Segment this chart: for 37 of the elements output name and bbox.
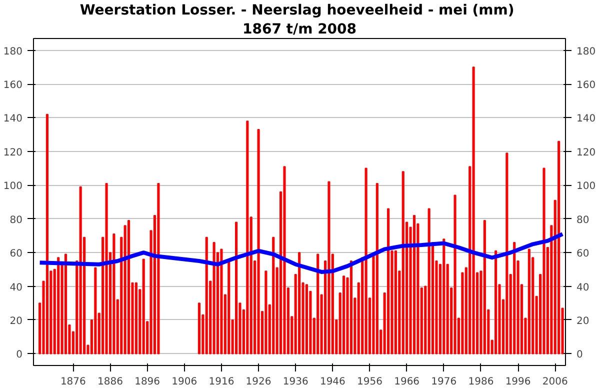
y-tick-label: 80	[10, 214, 23, 226]
y-tick-label: 180	[3, 46, 23, 58]
x-tick-label: 1916	[208, 376, 234, 388]
x-tick-label: 1996	[505, 376, 531, 388]
x-tick-label: 1966	[394, 376, 420, 388]
y2-tick-label: 120	[576, 147, 596, 158]
line-series	[38, 232, 565, 274]
y2-tick-label: 100	[576, 181, 596, 192]
y2-tick-label: 40	[576, 282, 590, 294]
y2-tick-label: 140	[576, 114, 596, 125]
chart-subtitle: 1867 t/m 2008	[242, 22, 357, 38]
y-tick-label: 60	[10, 248, 23, 260]
x-tick-label: 1926	[246, 376, 272, 388]
x-tick-label: 1956	[357, 376, 382, 388]
y2-tick-label: 20	[576, 316, 590, 327]
x-tick-label: 1906	[172, 376, 198, 388]
y-tick-label: 160	[3, 80, 23, 92]
y2-tick-label: 0	[576, 350, 583, 361]
x-tick-label: 1986	[468, 376, 494, 388]
y2-tick-label: 60	[576, 248, 590, 260]
x-tick-label: 2006	[542, 376, 568, 388]
y2-tick-label: 80	[576, 214, 590, 226]
x-tick-label: 1886	[98, 376, 123, 388]
y2-tick-label: 180	[576, 46, 596, 58]
x-tick-label: 1876	[60, 376, 86, 388]
y-tick-label: 0	[16, 350, 23, 361]
y-tick-label: 120	[3, 147, 23, 158]
y2-tick-label: 160	[576, 80, 596, 92]
x-tick-label: 1936	[282, 376, 308, 388]
y-tick-label: 40	[10, 282, 23, 294]
y-tick-label: 140	[3, 114, 23, 125]
x-tick-label: 1946	[320, 376, 346, 388]
y-tick-label: 100	[3, 181, 23, 192]
x-tick-label: 1896	[134, 376, 160, 388]
y-tick-label: 20	[10, 316, 23, 327]
x-tick-label: 1976	[431, 376, 457, 388]
chart-title: Weerstation Losser. - Neerslag hoeveelheid - mei (mm)	[80, 2, 514, 18]
